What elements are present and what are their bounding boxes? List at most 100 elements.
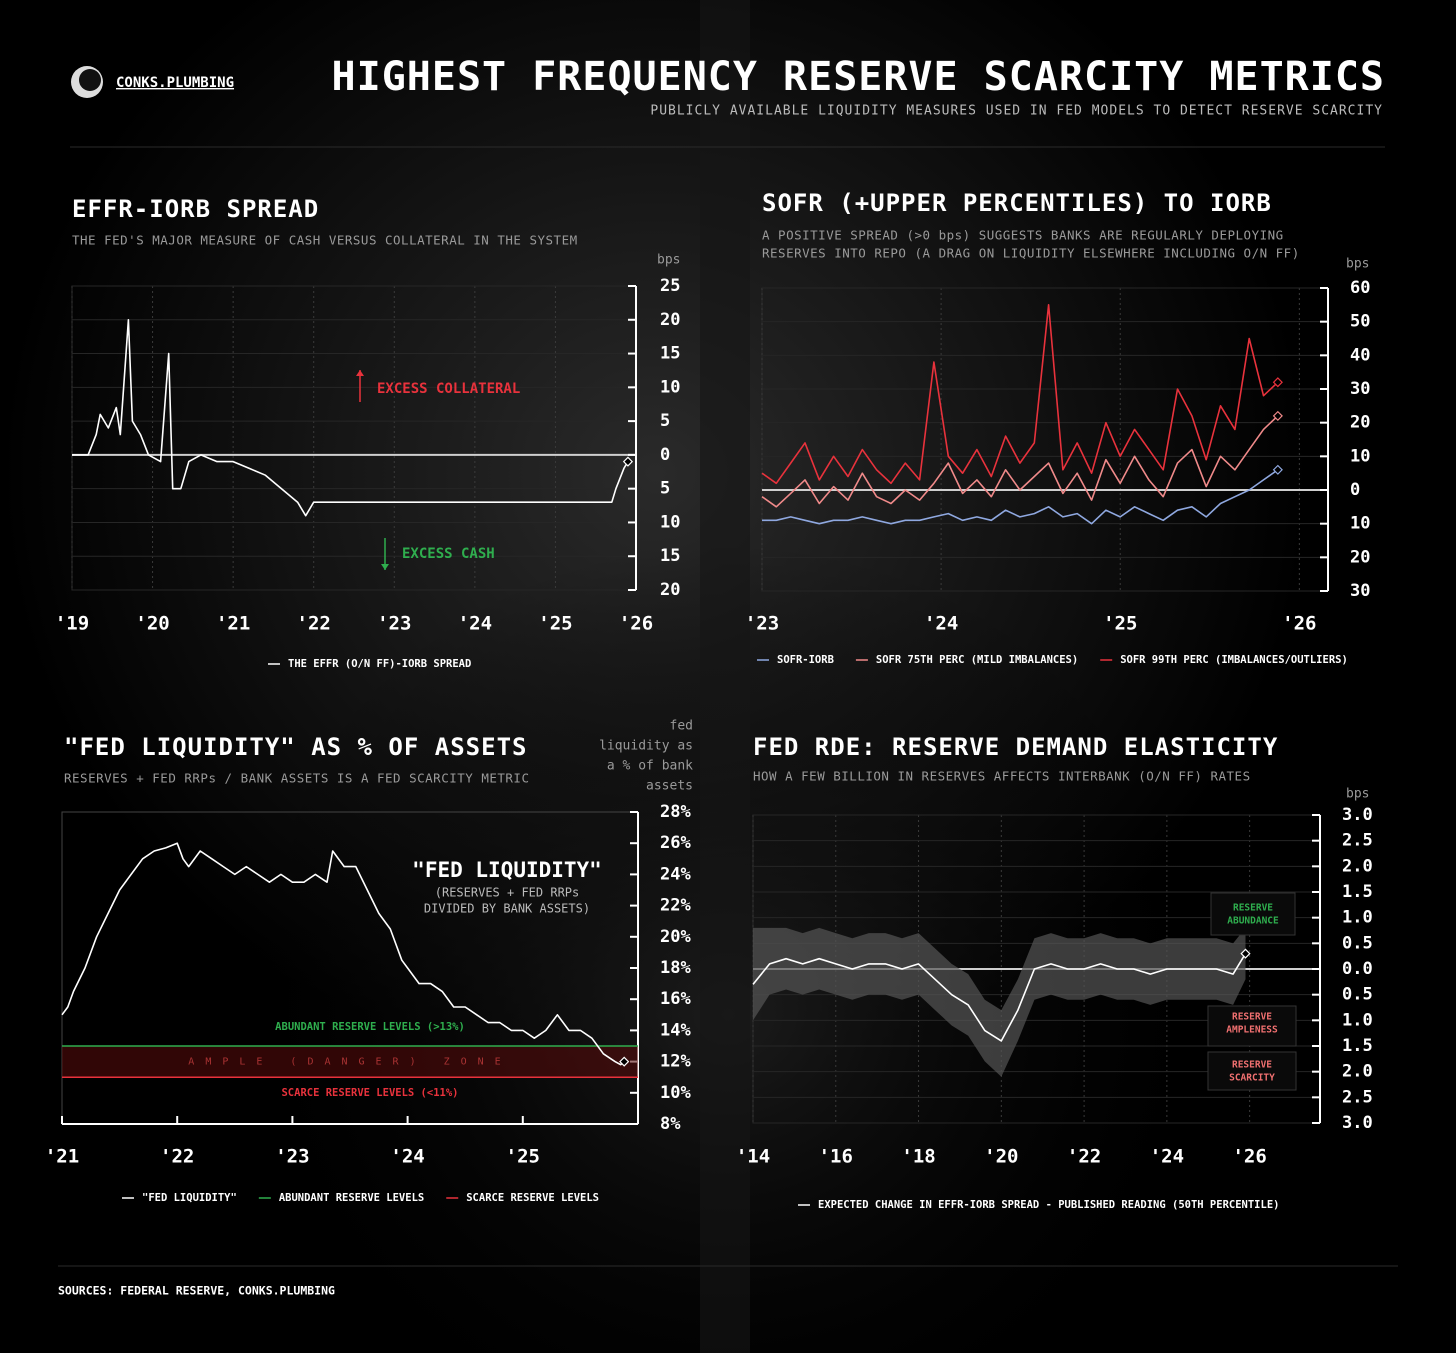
x-tick-label: '23 — [377, 613, 411, 635]
y-tick-label: 3.0 — [1342, 1113, 1373, 1133]
series-line — [761, 415, 1279, 508]
y-axis-label: liquidity as — [599, 739, 693, 754]
end-marker — [1272, 377, 1283, 388]
y-tick-label: 28% — [660, 802, 691, 822]
y-tick-label: 5 — [660, 479, 670, 499]
annotation: RESERVE — [1232, 1012, 1272, 1023]
y-tick-label: 0.5 — [1342, 985, 1373, 1005]
end-marker — [1272, 410, 1283, 422]
legend-label: THE EFFR (O/N FF)-IORB SPREAD — [288, 658, 471, 670]
series-line — [761, 304, 1279, 485]
x-tick-label: '19 — [55, 613, 89, 635]
background-pillar — [700, 0, 750, 1353]
y-tick-label: 26% — [660, 833, 691, 853]
sources: SOURCES: FEDERAL RESERVE, CONKS.PLUMBING — [58, 1284, 335, 1298]
y-axis-label: bps — [1346, 787, 1369, 802]
legend-label: "FED LIQUIDITY" — [142, 1192, 237, 1204]
legend-label: ABUNDANT RESERVE LEVELS — [279, 1192, 424, 1204]
x-tick-label: '24 — [458, 613, 492, 635]
y-tick-label: 12% — [660, 1052, 691, 1072]
threshold-label: SCARCE RESERVE LEVELS (<11%) — [281, 1087, 458, 1099]
arrow-head — [381, 564, 389, 570]
y-tick-label: 10 — [1350, 514, 1370, 534]
chart-panel: FED RDE: RESERVE DEMAND ELASTICITY HOW A … — [736, 733, 1373, 1211]
chart-subtitle: A POSITIVE SPREAD (>0 bps) SUGGESTS BANK… — [762, 228, 1284, 243]
y-tick-label: 10 — [660, 377, 680, 397]
y-tick-label: 25 — [660, 276, 680, 296]
y-tick-label: 3.0 — [1342, 805, 1373, 825]
x-tick-label: '25 — [538, 613, 572, 635]
annotation-box — [1210, 892, 1296, 936]
zone-label: AMPLE (DANGER) ZONE — [188, 1057, 511, 1068]
y-tick-label: 20 — [660, 310, 680, 330]
annotation: SCARCITY — [1229, 1072, 1275, 1083]
y-tick-label: 20 — [1350, 413, 1370, 433]
legend-label: SCARCE RESERVE LEVELS — [466, 1192, 599, 1204]
brand: CONKS.PLUMBING — [116, 75, 234, 91]
main-subtitle: PUBLICLY AVAILABLE LIQUIDITY MEASURES US… — [650, 104, 1383, 119]
annotation-box — [1207, 1051, 1297, 1091]
chart-title: EFFR-IORB SPREAD — [72, 195, 319, 223]
y-tick-label: 5 — [660, 411, 670, 431]
series-line — [762, 469, 1279, 525]
chart-panel: SOFR (+UPPER PERCENTILES) TO IORB A POSIT… — [745, 189, 1371, 666]
y-tick-label: 22% — [660, 896, 691, 916]
y-tick-label: 20 — [660, 580, 680, 600]
y-tick-label: 1.0 — [1342, 1010, 1373, 1030]
x-tick-label: '14 — [736, 1146, 770, 1168]
x-tick-label: '23 — [745, 613, 779, 635]
logo-inner — [79, 69, 101, 91]
series-line — [72, 319, 629, 517]
y-tick-label: 2.5 — [1342, 1087, 1373, 1107]
x-tick-label: '21 — [216, 613, 250, 635]
y-tick-label: 20 — [1350, 547, 1370, 567]
y-tick-label: 2.0 — [1342, 856, 1373, 876]
x-tick-label: '22 — [1067, 1146, 1101, 1168]
y-tick-label: 0.5 — [1342, 933, 1373, 953]
legend-label: SOFR-IORB — [777, 654, 834, 666]
end-marker — [1240, 948, 1251, 959]
x-tick-label: '21 — [45, 1146, 79, 1168]
annotation: EXCESS CASH — [402, 546, 495, 562]
chart-panel: "FED LIQUIDITY" AS % OF ASSETS RESERVES +… — [45, 719, 693, 1205]
chart-title: SOFR (+UPPER PERCENTILES) TO IORB — [762, 189, 1272, 217]
annotation: RESERVE — [1233, 903, 1273, 914]
y-tick-label: 2.0 — [1342, 1062, 1373, 1082]
series-line — [61, 842, 625, 1066]
y-tick-label: 15 — [660, 546, 680, 566]
annotation-box — [1207, 1005, 1297, 1047]
x-tick-label: '24 — [924, 613, 958, 635]
y-axis-label: fed — [670, 719, 693, 734]
y-tick-label: 30 — [1350, 379, 1370, 399]
y-tick-label: 60 — [1350, 278, 1370, 298]
y-axis-label: bps — [657, 253, 680, 268]
chart-title: "FED LIQUIDITY" AS % OF ASSETS — [64, 733, 527, 761]
y-tick-label: 18% — [660, 958, 691, 978]
y-tick-label: 1.5 — [1342, 1036, 1373, 1056]
x-tick-label: '24 — [1150, 1146, 1184, 1168]
chart-subtitle: RESERVES INTO REPO (A DRAG ON LIQUIDITY … — [762, 246, 1300, 261]
chart-subtitle: THE FED'S MAJOR MEASURE OF CASH VERSUS C… — [72, 233, 578, 248]
main-title: HIGHEST FREQUENCY RESERVE SCARCITY METRI… — [332, 54, 1385, 100]
x-tick-label: '26 — [619, 613, 653, 635]
arrow-head — [356, 370, 364, 376]
series-line — [752, 953, 1247, 1042]
x-tick-label: '26 — [1282, 613, 1316, 635]
x-tick-label: '23 — [275, 1146, 309, 1168]
chart-title: FED RDE: RESERVE DEMAND ELASTICITY — [753, 733, 1278, 761]
x-tick-label: '24 — [390, 1146, 424, 1168]
y-tick-label: 30 — [1350, 581, 1370, 601]
annotation: AMPLENESS — [1226, 1024, 1278, 1035]
x-tick-label: '25 — [1103, 613, 1137, 635]
y-tick-label: 2.5 — [1342, 831, 1373, 851]
y-tick-label: 8% — [660, 1114, 681, 1134]
y-tick-label: 10 — [1350, 446, 1370, 466]
x-tick-label: '16 — [819, 1146, 853, 1168]
y-tick-label: 50 — [1350, 312, 1370, 332]
annotation: RESERVE — [1232, 1060, 1272, 1071]
legend-label: EXPECTED CHANGE IN EFFR-IORB SPREAD - PU… — [818, 1199, 1279, 1211]
threshold-label: ABUNDANT RESERVE LEVELS (>13%) — [275, 1021, 465, 1033]
danger-zone — [62, 1046, 638, 1078]
y-tick-label: 15 — [660, 344, 680, 364]
